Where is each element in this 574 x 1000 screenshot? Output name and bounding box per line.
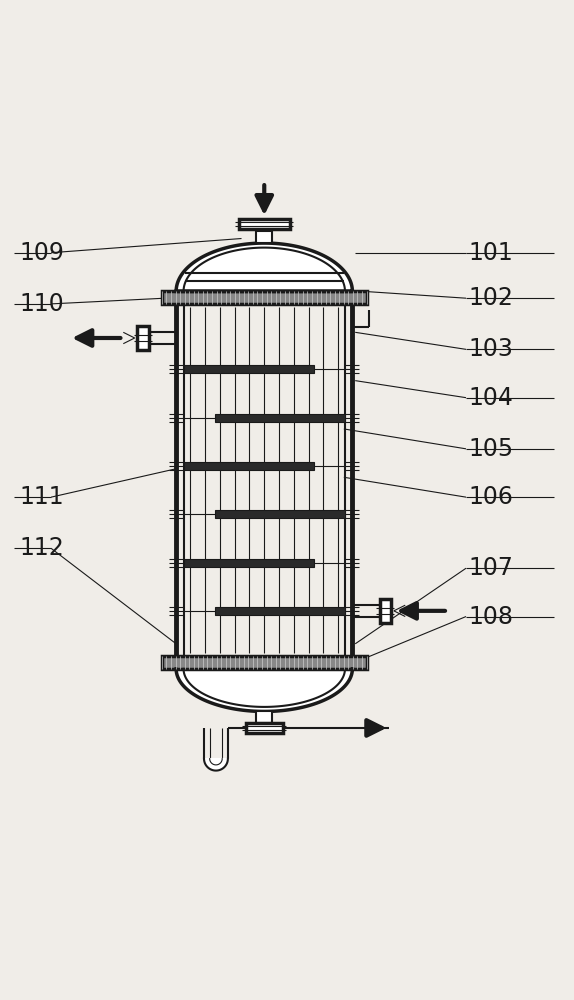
Bar — [215, 607, 345, 615]
Bar — [184, 559, 314, 567]
Bar — [257, 231, 272, 243]
Text: 105: 105 — [469, 437, 514, 461]
Bar — [162, 656, 367, 669]
Polygon shape — [204, 759, 228, 771]
Bar — [239, 219, 290, 229]
Text: 106: 106 — [469, 485, 514, 509]
Text: 109: 109 — [20, 241, 65, 265]
Text: 108: 108 — [469, 605, 514, 629]
Polygon shape — [176, 669, 352, 711]
Text: 111: 111 — [20, 485, 64, 509]
Text: 103: 103 — [469, 337, 514, 361]
Text: 104: 104 — [469, 386, 514, 410]
Polygon shape — [176, 243, 352, 291]
Bar — [246, 723, 283, 733]
Text: 110: 110 — [20, 292, 65, 316]
Bar — [184, 365, 314, 373]
Text: 107: 107 — [469, 556, 514, 580]
Bar — [257, 711, 272, 723]
Bar — [379, 599, 391, 623]
Text: 102: 102 — [469, 286, 514, 310]
Bar — [215, 414, 345, 422]
Bar — [162, 291, 367, 304]
Text: 112: 112 — [20, 536, 65, 560]
Text: 101: 101 — [469, 241, 514, 265]
Bar — [215, 510, 345, 518]
Bar — [138, 326, 149, 350]
Bar — [184, 462, 314, 470]
